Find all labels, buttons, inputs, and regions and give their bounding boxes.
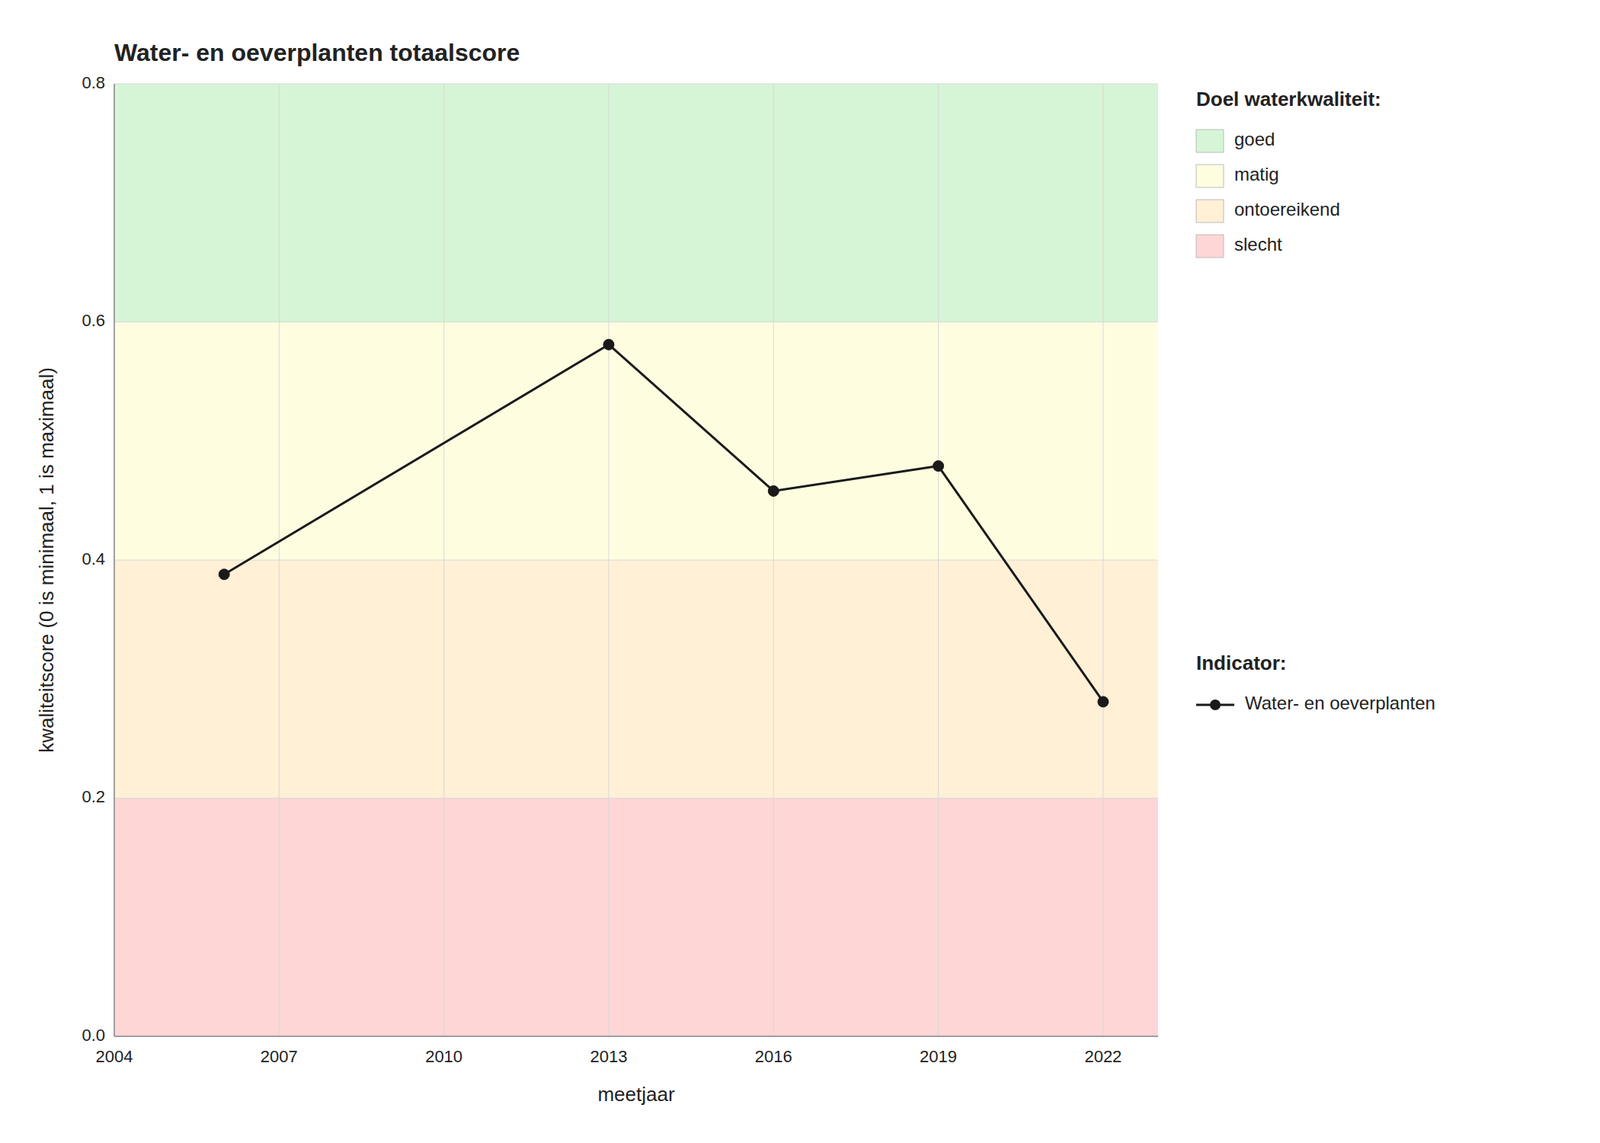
zone-band xyxy=(114,560,1159,799)
y-grid-line xyxy=(114,321,1159,323)
x-axis-label: meetjaar xyxy=(597,1082,675,1106)
legend-label: Water- en oeverplanten xyxy=(1244,692,1436,714)
y-tick-label: 0.8 xyxy=(81,73,106,93)
y-axis-label: kwaliteitscore (0 is minimaal, 1 is maxi… xyxy=(35,367,58,753)
legend-label: goed xyxy=(1234,128,1275,150)
x-tick-label: 2019 xyxy=(919,1046,957,1066)
y-grid-line xyxy=(114,797,1159,799)
x-tick-label: 2007 xyxy=(260,1046,298,1066)
series-point xyxy=(1097,696,1109,708)
series-line xyxy=(224,344,1104,702)
series-point xyxy=(603,339,615,350)
legend-swatch xyxy=(1196,164,1224,188)
legend-title: Indicator: xyxy=(1196,651,1287,675)
x-tick-label: 2004 xyxy=(96,1046,134,1066)
x-grid-line xyxy=(608,83,609,1037)
axes: 0.0 0.2 0.4 0.6 0.8 2004 2007 2010 2013 2016 2019 2… xyxy=(81,73,1159,1066)
page: {"chart_data": { "type": "line", "title"… xyxy=(0,0,1600,1143)
legend: Doel waterkwaliteit: goed matig ontoereiken… xyxy=(1196,87,1436,714)
chart: 0.0 0.2 0.4 0.6 0.8 2004 2007 2010 2013 2016 2019 2… xyxy=(0,0,1600,1143)
series-point xyxy=(768,485,779,496)
legend-title: Doel waterkwaliteit: xyxy=(1196,87,1382,111)
legend-marker xyxy=(1209,699,1221,711)
y-tick-label: 0.6 xyxy=(81,310,106,330)
zone-band xyxy=(114,322,1159,561)
series-point xyxy=(218,569,230,580)
grid xyxy=(114,83,1159,1037)
legend-swatch xyxy=(1196,199,1224,223)
legend-label: matig xyxy=(1234,163,1280,185)
x-tick-label: 2016 xyxy=(755,1046,793,1066)
legend-label: slecht xyxy=(1234,233,1283,255)
x-tick-label: 2010 xyxy=(425,1046,463,1066)
y-grid-line xyxy=(114,83,1159,85)
y-grid-line xyxy=(114,560,1159,561)
y-tick-label: 0.0 xyxy=(81,1025,106,1045)
legend-swatch xyxy=(1196,234,1224,258)
y-grid-line xyxy=(114,1036,1159,1037)
y-tick-label: 0.2 xyxy=(81,787,106,807)
x-grid-line xyxy=(443,83,445,1037)
x-grid-line xyxy=(114,83,116,1037)
x-grid-line xyxy=(278,83,280,1037)
x-tick-label: 2022 xyxy=(1084,1046,1122,1066)
x-tick-label: 2013 xyxy=(589,1046,628,1066)
series-point xyxy=(933,460,944,472)
y-axis-line xyxy=(113,83,116,1037)
legend-swatch xyxy=(1196,129,1224,153)
legend-label: ontoereikend xyxy=(1234,198,1341,220)
zone-band xyxy=(114,83,1159,323)
zones xyxy=(114,83,1159,1037)
series-layer xyxy=(218,339,1109,708)
x-axis-line xyxy=(114,1035,1159,1037)
x-grid-line xyxy=(773,83,775,1037)
y-tick-label: 0.4 xyxy=(81,549,106,569)
x-grid-line xyxy=(1102,83,1104,1037)
chart-title: Water- en oeverplanten totaalscore xyxy=(114,38,520,67)
x-grid-line xyxy=(937,83,939,1037)
zone-band xyxy=(114,798,1159,1037)
